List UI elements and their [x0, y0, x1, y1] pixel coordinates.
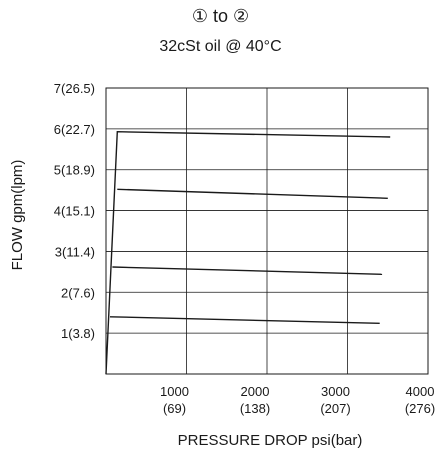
chart-subtitle: 32cSt oil @ 40°C	[159, 38, 282, 55]
y-tick-label: 4(15.1)	[54, 204, 95, 219]
y-tick-label: 3(11.4)	[55, 244, 95, 259]
plot-frame	[105, 87, 429, 375]
x-tick-label: 2000	[241, 384, 270, 399]
y-tick-label: 2(7.6)	[61, 285, 95, 300]
x-tick-sublabel: (276)	[405, 401, 435, 416]
x-tick-sublabel: (138)	[240, 401, 270, 416]
x-axis-label: PRESSURE DROP psi(bar)	[178, 432, 363, 449]
flow-curve-3	[112, 266, 383, 275]
y-tick-label: 6(22.7)	[54, 122, 95, 137]
y-tick-label: 5(18.9)	[54, 163, 95, 178]
grid-lines	[106, 87, 428, 374]
y-tick-label: 7(26.5)	[54, 81, 95, 96]
x-tick-label: 1000	[160, 384, 189, 399]
flow-curve-4	[109, 316, 380, 324]
flow-curve-1	[105, 130, 391, 375]
flow-curve-2	[117, 188, 388, 199]
y-tick-label: 1(3.8)	[61, 326, 95, 341]
flow-curves	[105, 130, 391, 375]
x-tick-sublabel: (69)	[163, 401, 186, 416]
chart-title: ① to ②	[191, 6, 250, 26]
y-tick-labels: 1(3.8) 2(7.6) 3(11.4) 4(15.1) 5(18.9) 6(22.7)…	[54, 81, 95, 341]
y-axis-label: FLOW gpm(lpm)	[9, 160, 26, 271]
x-tick-labels: 1000 (69) 2000 (138) 3000 (207) 4000 (276)	[160, 384, 435, 416]
x-tick-label: 3000	[321, 384, 350, 399]
x-tick-sublabel: (207)	[320, 401, 350, 416]
x-tick-label: 4000	[406, 384, 435, 399]
